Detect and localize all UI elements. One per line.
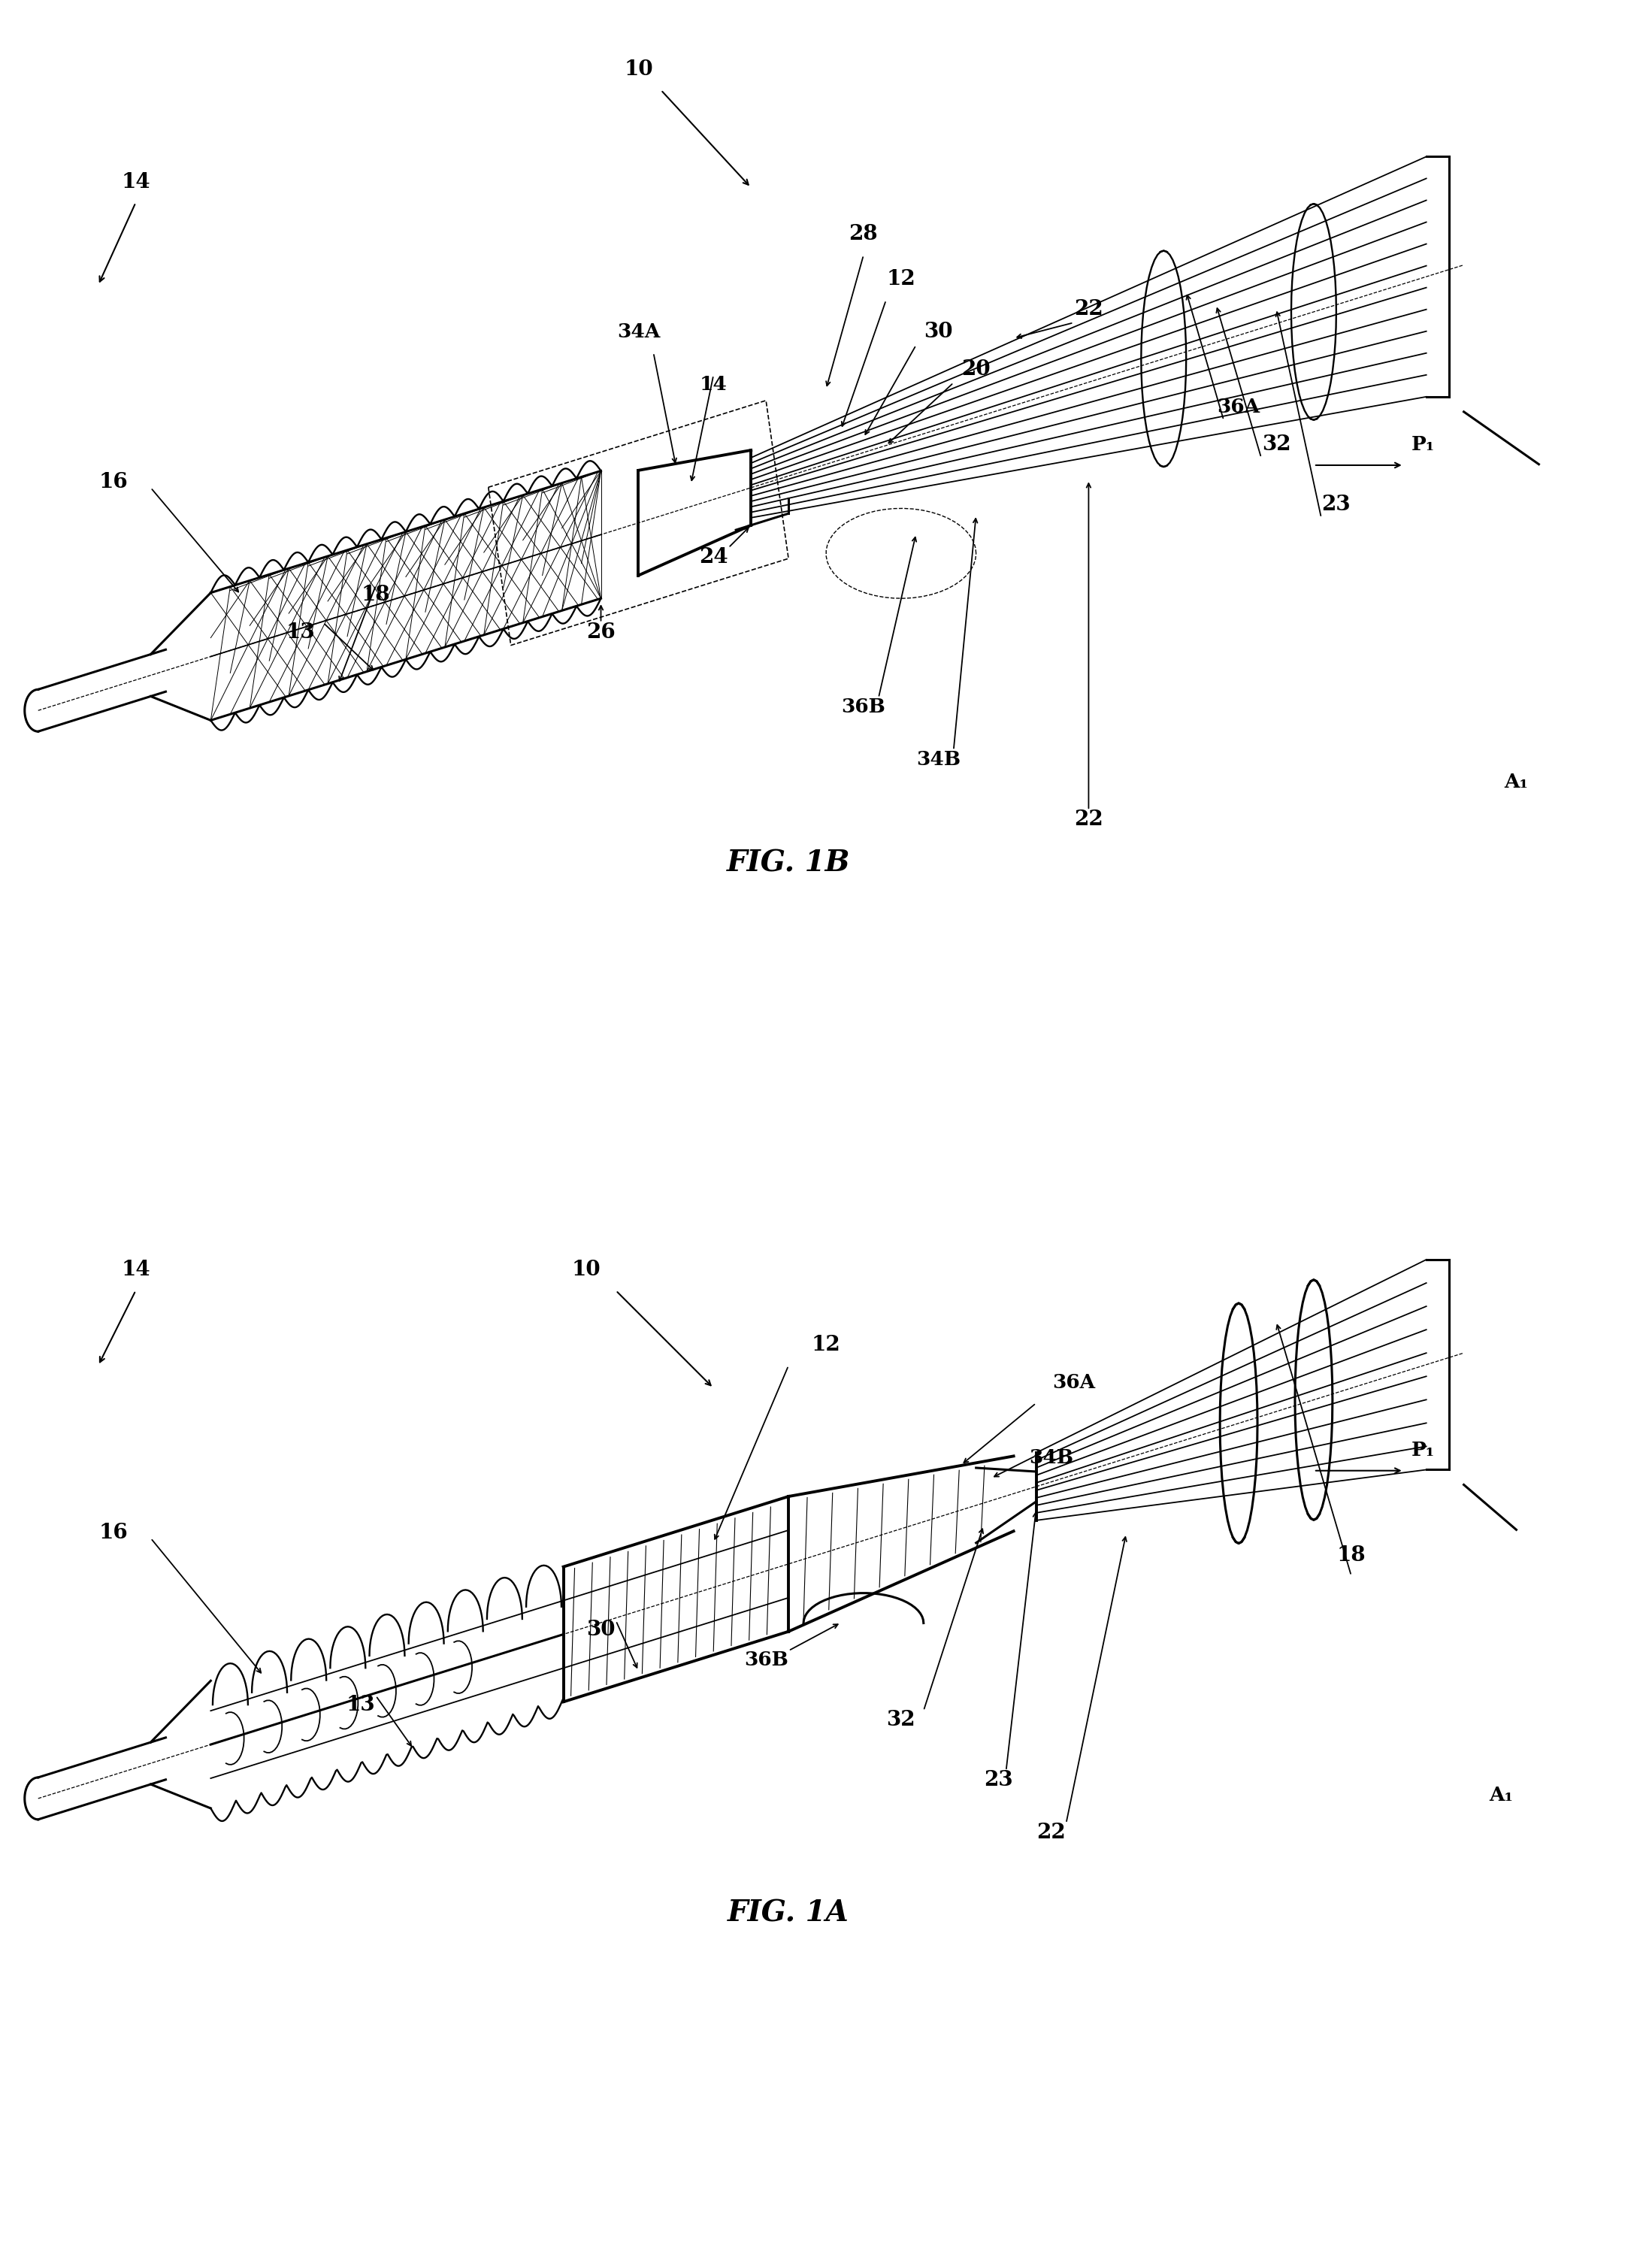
Text: 32: 32 bbox=[887, 1711, 915, 1731]
Text: 36B: 36B bbox=[743, 1650, 788, 1670]
Text: 10: 10 bbox=[572, 1261, 600, 1281]
Text: 30: 30 bbox=[923, 322, 953, 342]
Text: 36B: 36B bbox=[841, 698, 885, 716]
Text: FIG. 1B: FIG. 1B bbox=[727, 849, 851, 878]
Text: 10: 10 bbox=[624, 59, 653, 79]
Text: FIG. 1A: FIG. 1A bbox=[727, 1900, 849, 1927]
Text: 16: 16 bbox=[99, 1522, 127, 1542]
Text: 14: 14 bbox=[699, 376, 727, 394]
Text: 23: 23 bbox=[1322, 495, 1351, 515]
Text: 20: 20 bbox=[961, 360, 991, 380]
Text: 24: 24 bbox=[699, 547, 729, 567]
Text: 13: 13 bbox=[347, 1695, 375, 1715]
Text: 32: 32 bbox=[1262, 434, 1290, 455]
Text: 18: 18 bbox=[362, 585, 390, 606]
Text: 12: 12 bbox=[887, 270, 915, 290]
Text: 13: 13 bbox=[286, 621, 316, 642]
Text: A₁: A₁ bbox=[1505, 772, 1528, 792]
Text: 16: 16 bbox=[99, 473, 127, 493]
Text: 36A: 36A bbox=[1218, 398, 1260, 416]
Text: 34B: 34B bbox=[1029, 1447, 1074, 1468]
Text: 34A: 34A bbox=[616, 322, 661, 342]
Text: 22: 22 bbox=[1074, 299, 1104, 320]
Text: 12: 12 bbox=[811, 1335, 841, 1355]
Text: 18: 18 bbox=[1336, 1544, 1366, 1564]
Text: P₁: P₁ bbox=[1411, 1441, 1436, 1459]
Text: P₁: P₁ bbox=[1411, 434, 1436, 455]
Text: A₁: A₁ bbox=[1488, 1785, 1513, 1805]
Text: 26: 26 bbox=[586, 621, 616, 642]
Text: 34B: 34B bbox=[917, 750, 961, 770]
Text: 36A: 36A bbox=[1052, 1373, 1095, 1391]
Text: 14: 14 bbox=[121, 1261, 150, 1281]
Text: 28: 28 bbox=[849, 225, 877, 245]
Text: 22: 22 bbox=[1074, 810, 1104, 831]
Text: 23: 23 bbox=[985, 1769, 1013, 1790]
Text: 22: 22 bbox=[1036, 1823, 1066, 1844]
Text: 30: 30 bbox=[586, 1621, 615, 1641]
Text: 14: 14 bbox=[121, 171, 150, 191]
